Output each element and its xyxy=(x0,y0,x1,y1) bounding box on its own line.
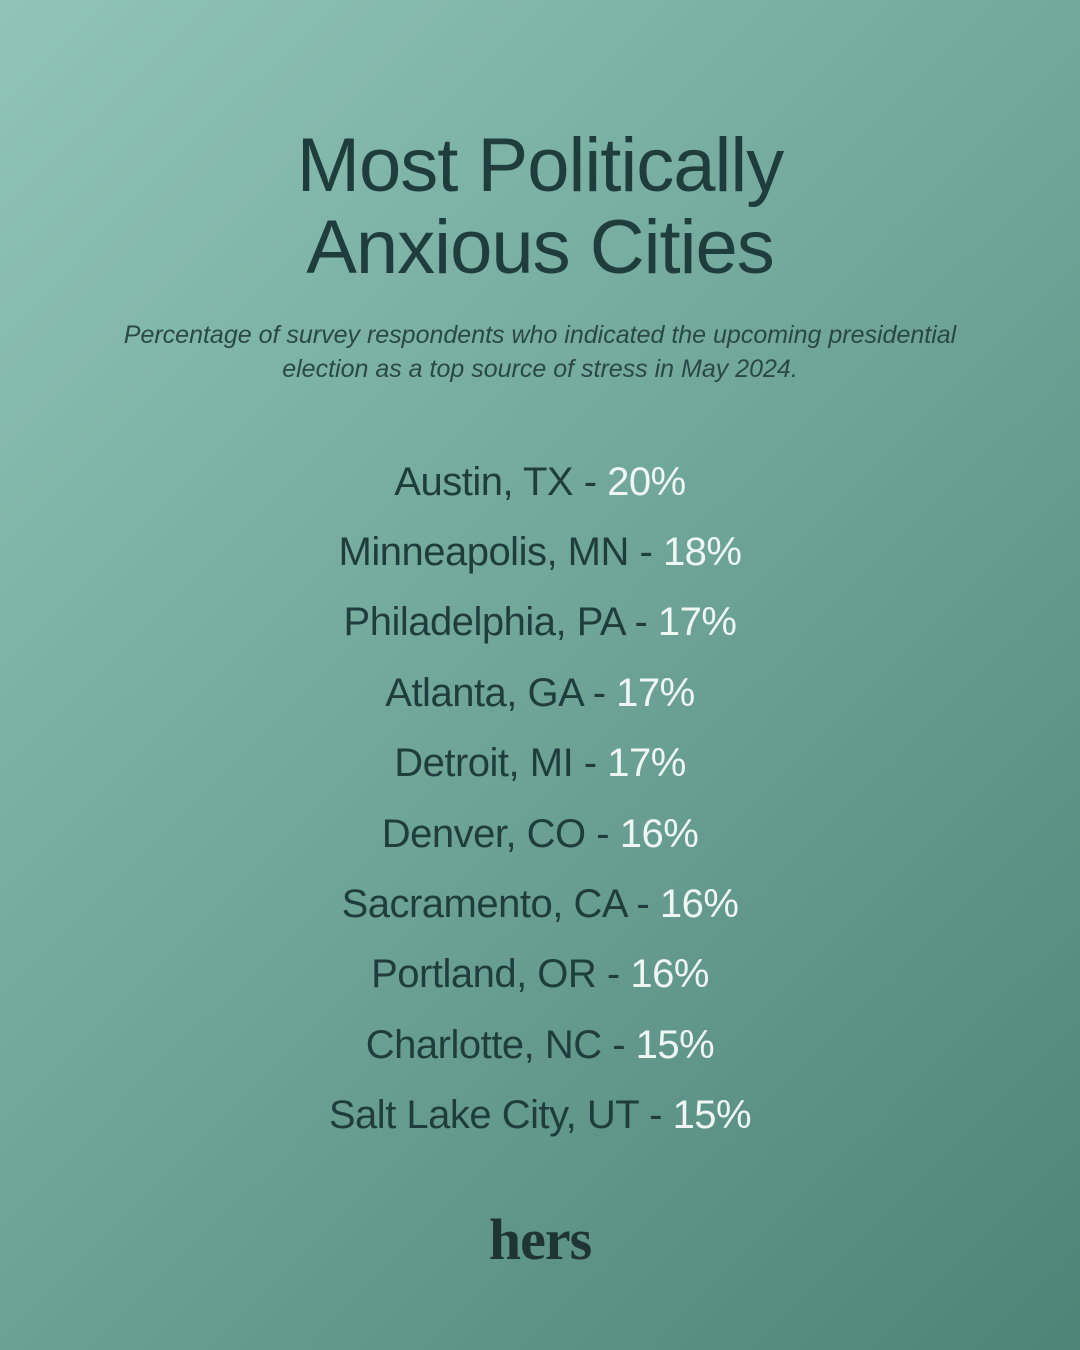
separator: - xyxy=(573,460,607,504)
city-value: 17% xyxy=(607,741,686,785)
separator: - xyxy=(582,671,616,715)
list-item: Denver, CO - 16% xyxy=(329,799,751,869)
city-label: Austin, TX xyxy=(394,460,573,504)
infographic-title: Most Politically Anxious Cities xyxy=(297,125,784,289)
separator: - xyxy=(626,882,660,926)
separator: - xyxy=(573,741,607,785)
city-value: 16% xyxy=(630,952,709,996)
city-value: 16% xyxy=(620,812,699,856)
city-label: Portland, OR xyxy=(371,952,596,996)
separator: - xyxy=(624,600,658,644)
city-label: Charlotte, NC xyxy=(366,1023,602,1067)
separator: - xyxy=(602,1023,636,1067)
city-value: 16% xyxy=(660,882,739,926)
city-value: 15% xyxy=(636,1023,715,1067)
list-item: Detroit, MI - 17% xyxy=(329,728,751,798)
list-item: Sacramento, CA - 16% xyxy=(329,869,751,939)
city-value: 20% xyxy=(607,460,686,504)
city-list: Austin, TX - 20% Minneapolis, MN - 18% P… xyxy=(329,447,751,1151)
list-item: Atlanta, GA - 17% xyxy=(329,658,751,728)
separator: - xyxy=(639,1093,673,1137)
list-item: Minneapolis, MN - 18% xyxy=(329,517,751,587)
city-label: Philadelphia, PA xyxy=(344,600,624,644)
city-value: 18% xyxy=(663,530,742,574)
list-item: Philadelphia, PA - 17% xyxy=(329,587,751,657)
city-label: Detroit, MI xyxy=(394,741,573,785)
separator: - xyxy=(596,952,630,996)
city-value: 17% xyxy=(616,671,695,715)
city-value: 15% xyxy=(673,1093,752,1137)
list-item: Austin, TX - 20% xyxy=(329,447,751,517)
list-item: Portland, OR - 16% xyxy=(329,939,751,1009)
infographic-subtitle: Percentage of survey respondents who ind… xyxy=(115,319,965,387)
city-label: Sacramento, CA xyxy=(342,882,626,926)
separator: - xyxy=(586,812,620,856)
city-label: Atlanta, GA xyxy=(385,671,582,715)
city-label: Salt Lake City, UT xyxy=(329,1093,639,1137)
list-item: Charlotte, NC - 15% xyxy=(329,1010,751,1080)
separator: - xyxy=(629,530,663,574)
city-value: 17% xyxy=(658,600,737,644)
city-label: Minneapolis, MN xyxy=(339,530,629,574)
city-label: Denver, CO xyxy=(382,812,586,856)
title-line-2: Anxious Cities xyxy=(306,205,774,290)
brand-logo: hers xyxy=(489,1206,591,1273)
title-line-1: Most Politically xyxy=(297,123,784,208)
list-item: Salt Lake City, UT - 15% xyxy=(329,1080,751,1150)
